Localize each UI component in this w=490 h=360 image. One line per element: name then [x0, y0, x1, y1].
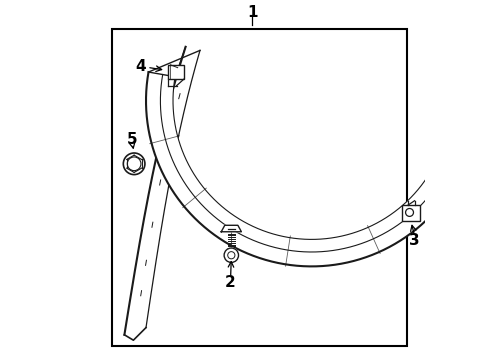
Text: 4: 4 — [135, 59, 146, 74]
Polygon shape — [221, 225, 242, 232]
Polygon shape — [124, 47, 200, 335]
Bar — [168, 65, 184, 79]
Text: 2: 2 — [225, 275, 236, 290]
Polygon shape — [146, 72, 462, 266]
Circle shape — [224, 248, 239, 262]
Bar — [112, 29, 407, 346]
Text: 5: 5 — [127, 132, 138, 147]
Circle shape — [123, 153, 145, 175]
Bar — [402, 205, 419, 221]
Text: 3: 3 — [409, 233, 420, 248]
Text: 1: 1 — [247, 5, 257, 20]
